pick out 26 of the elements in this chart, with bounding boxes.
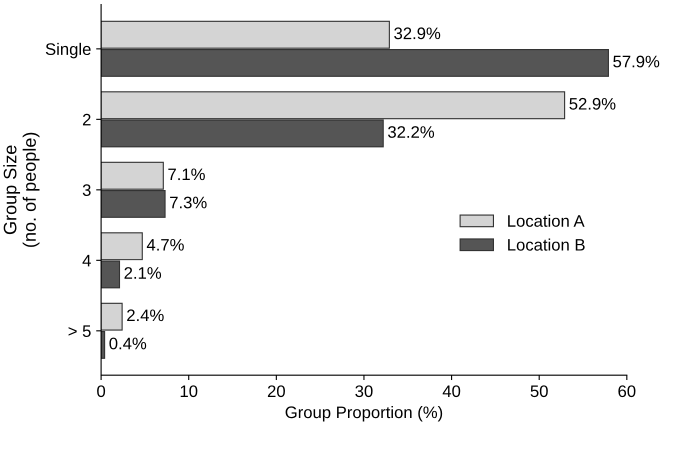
data-label: 32.2% <box>388 126 434 138</box>
legend-label: Location B <box>508 238 585 251</box>
data-label: 2.4% <box>127 309 164 322</box>
data-label: 32.9% <box>394 27 440 40</box>
data-label: 4.7% <box>146 238 184 251</box>
y-tick-label: 4 <box>82 254 91 266</box>
y-tick-label: 2 <box>82 114 91 126</box>
y-tick-label: 3 <box>82 184 91 196</box>
x-tick-label: 50 <box>530 385 548 398</box>
y-tick-label: Single <box>46 42 91 58</box>
legend-label: Location A <box>508 214 585 227</box>
data-label: 7.1% <box>168 168 205 180</box>
x-tick-label: 40 <box>442 385 460 398</box>
data-label: 52.9% <box>569 98 616 110</box>
y-tick-label: > 5 <box>68 325 91 338</box>
x-tick-label: 60 <box>618 385 636 398</box>
data-label: 57.9% <box>613 56 660 68</box>
x-tick-label: 0 <box>97 385 106 398</box>
x-tick-label: 20 <box>268 385 285 398</box>
data-label: 2.1% <box>124 267 162 279</box>
data-label: 7.3% <box>170 196 207 208</box>
data-label: 0.4% <box>109 338 146 350</box>
x-tick-label: 30 <box>355 385 373 398</box>
y-axis-title: Group Size (no. of people) <box>3 132 40 247</box>
x-axis-title: Group Proportion (%) <box>286 406 442 422</box>
x-tick-label: 10 <box>180 385 198 398</box>
